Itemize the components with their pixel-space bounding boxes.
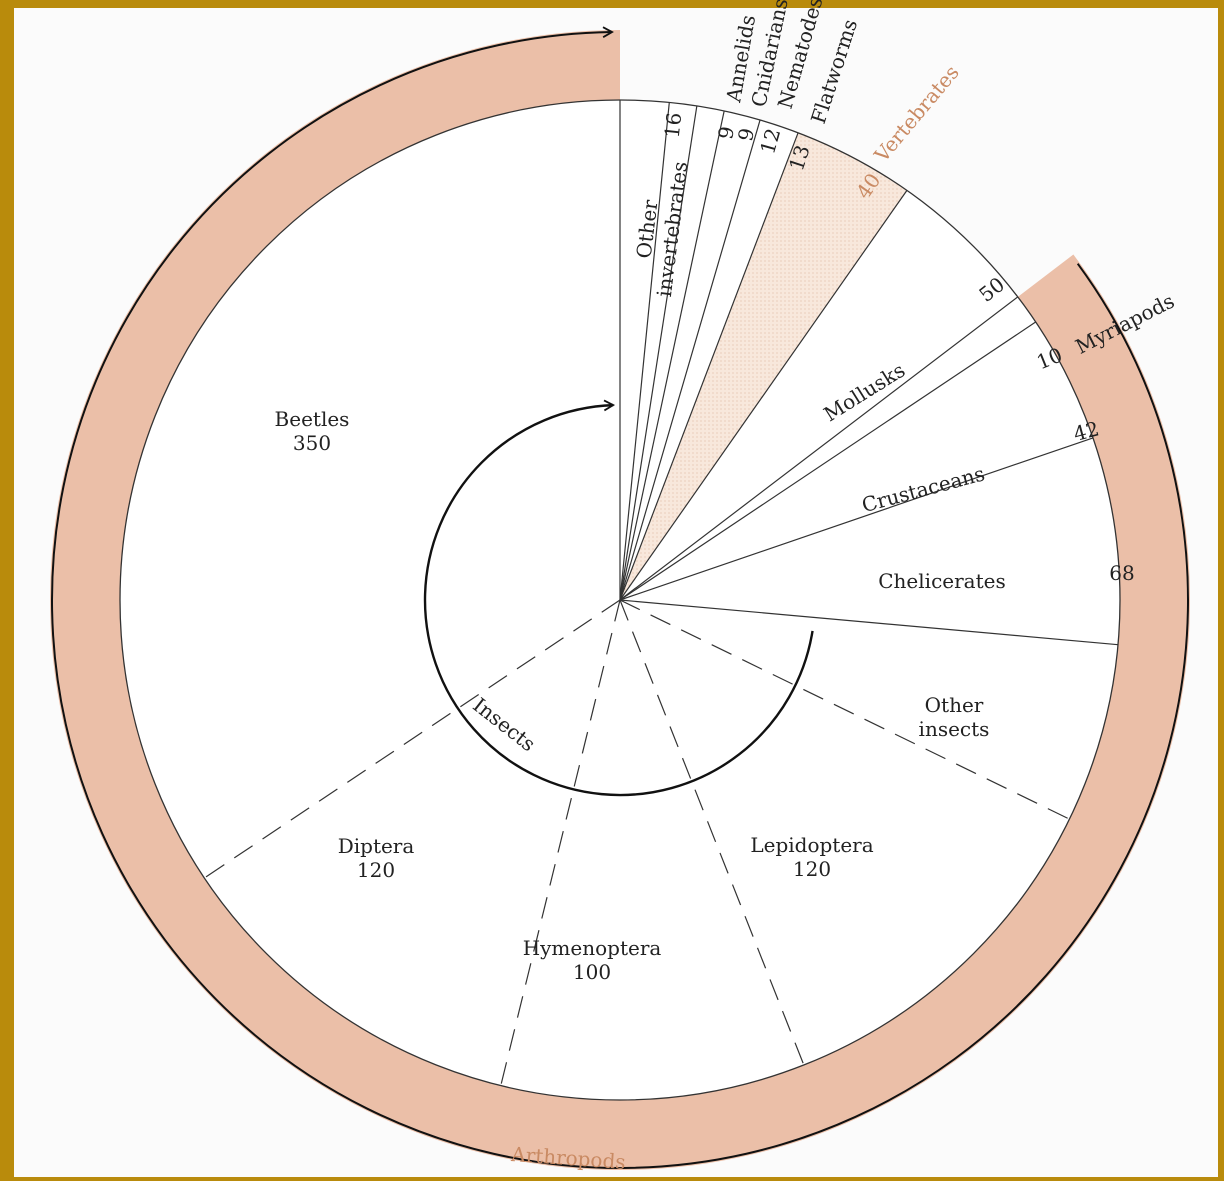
divider-beetles — [204, 599, 621, 879]
label-other-insects-1: Other — [925, 693, 984, 717]
divider-vertebrates — [619, 132, 799, 601]
divider-other-insects — [619, 599, 1119, 646]
slice-hymenoptera — [500, 600, 804, 1100]
label-vertebrates: Vertebrates — [869, 60, 964, 167]
slice-nematodes — [620, 110, 761, 600]
value-diptera: 120 — [357, 858, 395, 882]
label-chelicerates: Chelicerates — [878, 569, 1005, 593]
value-cnidarians: 9 — [733, 126, 759, 143]
divider-chelicerates — [619, 437, 1094, 601]
slice-crustaceans — [620, 322, 1093, 600]
slice-mollusks — [620, 190, 1018, 601]
divider-mollusks — [619, 190, 908, 601]
divider-diptera — [500, 599, 621, 1086]
slice-other-insects — [620, 600, 1118, 820]
divider-hymenoptera — [619, 599, 805, 1066]
group-arrows — [51, 26, 1189, 1169]
value-annelids: 9 — [713, 124, 739, 141]
slice-myriapods — [620, 296, 1036, 600]
label-beetles: Beetles — [275, 407, 350, 431]
divider-flatworms — [619, 119, 761, 601]
slice-dividers — [204, 100, 1119, 1086]
label-diptera: Diptera — [338, 834, 415, 858]
divider-lepidoptera — [619, 599, 1070, 820]
insects-group-arrow — [423, 399, 814, 797]
label-lepidoptera: Lepidoptera — [750, 833, 873, 857]
label-hymenoptera: Hymenoptera — [523, 936, 662, 960]
divider-nematodes — [619, 110, 725, 601]
arthropods-group-arrow — [51, 26, 1189, 1169]
value-other-invertebrates: 16 — [660, 111, 687, 139]
slice-chelicerates — [620, 437, 1121, 645]
divider-myriapods — [619, 296, 1019, 601]
value-hymenoptera: 100 — [573, 960, 611, 984]
label-other-insects-2: insects — [919, 717, 990, 741]
divider-crustaceans — [619, 321, 1036, 601]
divider-cnidarians — [619, 105, 698, 601]
slice-flatworms — [620, 120, 799, 600]
slice-vertebrates — [620, 132, 907, 600]
divider-annelids — [619, 102, 670, 601]
slice-lepidoptera — [620, 600, 1070, 1065]
value-lepidoptera: 120 — [793, 857, 831, 881]
value-beetles: 350 — [293, 431, 331, 455]
slice-diptera — [204, 600, 620, 1086]
value-chelicerates: 68 — [1109, 561, 1134, 585]
pie-slices — [119, 99, 1121, 1101]
